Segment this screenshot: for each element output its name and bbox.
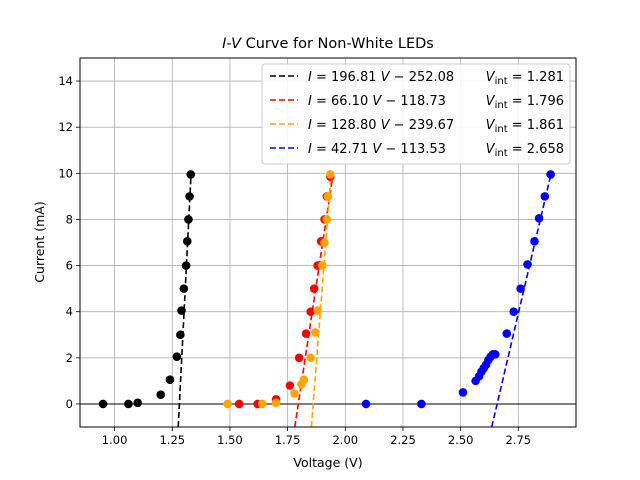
legend-box xyxy=(261,63,571,165)
y-tick-label: 14 xyxy=(58,74,73,88)
data-point xyxy=(285,381,295,390)
data-point xyxy=(320,238,329,247)
data-point xyxy=(523,260,532,269)
data-point xyxy=(546,170,555,179)
x-tick-label: 2.00 xyxy=(332,433,358,447)
data-point xyxy=(156,390,166,400)
data-point xyxy=(177,306,186,315)
x-tick-label: 2.75 xyxy=(506,433,532,447)
data-point xyxy=(271,398,281,408)
x-axis-ticks: 1.00 1.25 1.50 1.75 2.00 2.25 2.50 2.75 xyxy=(102,427,531,447)
data-point xyxy=(165,375,175,385)
data-point xyxy=(179,284,189,293)
y-tick-label: 10 xyxy=(58,166,73,180)
y-tick-label: 6 xyxy=(66,259,73,273)
data-point xyxy=(323,192,333,201)
y-tick-label: 4 xyxy=(66,305,73,319)
data-point xyxy=(322,215,332,224)
y-axis-label: Current (mA) xyxy=(32,201,47,282)
data-point xyxy=(417,399,426,409)
data-point xyxy=(361,399,371,409)
x-tick-label: 1.00 xyxy=(102,433,128,447)
data-point xyxy=(257,399,267,409)
data-point xyxy=(306,307,315,316)
chart-title: I-V Curve for Non-White LEDs xyxy=(222,36,434,52)
data-point xyxy=(458,388,468,397)
data-point xyxy=(516,284,525,293)
data-point xyxy=(490,350,500,359)
x-tick-label: 2.25 xyxy=(390,433,416,447)
x-tick-label: 2.50 xyxy=(448,433,474,447)
data-point xyxy=(182,237,192,246)
y-axis-ticks: 0 2 4 6 8 10 12 14 xyxy=(58,74,80,411)
x-tick-label: 1.50 xyxy=(217,433,243,447)
data-point xyxy=(124,399,133,409)
data-point xyxy=(313,306,322,315)
data-point xyxy=(234,399,244,409)
data-point xyxy=(534,213,544,223)
y-tick-label: 12 xyxy=(58,120,73,134)
data-point xyxy=(317,261,327,270)
data-point xyxy=(502,329,512,338)
data-point xyxy=(133,398,142,408)
data-point xyxy=(98,399,108,409)
data-point xyxy=(311,328,320,337)
x-tick-label: 1.25 xyxy=(159,433,185,447)
legend-vint: Vint = 1.796 xyxy=(486,94,564,111)
legend-vint: Vint = 1.861 xyxy=(486,118,564,135)
fit-line-0 xyxy=(177,174,192,428)
y-tick-label: 2 xyxy=(66,351,73,365)
data-point xyxy=(306,353,315,363)
y-tick-label: 8 xyxy=(66,212,73,226)
data-point xyxy=(290,389,299,398)
y-tick-label: 0 xyxy=(66,397,73,411)
legend: I = 196.81 V − 252.08 Vint = 1.281 I = 66.… xyxy=(261,63,571,165)
plot-frame xyxy=(79,57,577,428)
legend-equation: I = 196.81 V − 252.08 xyxy=(308,70,454,85)
x-tick-label: 1.75 xyxy=(275,433,301,447)
x-axis-label: Voltage (V) xyxy=(293,455,362,470)
legend-equation: I = 66.10 V − 118.73 xyxy=(308,94,446,109)
legend-equation: I = 128.80 V − 239.67 xyxy=(308,118,454,133)
fit-line-3 xyxy=(490,174,552,428)
legend-equation: I = 42.71 V − 113.53 xyxy=(308,142,446,157)
data-point xyxy=(540,192,550,201)
data-point xyxy=(185,192,194,201)
data-point xyxy=(186,170,196,179)
data-point xyxy=(301,329,311,338)
data-point xyxy=(299,375,309,385)
data-point xyxy=(530,237,539,246)
data-point xyxy=(176,330,185,340)
data-point xyxy=(309,284,319,293)
data-point xyxy=(184,215,193,224)
data-point xyxy=(181,261,191,270)
data-point xyxy=(223,399,232,409)
data-point xyxy=(172,352,182,361)
legend-vint: Vint = 1.281 xyxy=(486,70,564,87)
data-point xyxy=(294,353,304,363)
legend-vint: Vint = 2.658 xyxy=(486,142,564,159)
data-points xyxy=(98,170,555,409)
data-point xyxy=(326,170,335,179)
fit-lines xyxy=(177,174,552,428)
data-point xyxy=(509,307,519,316)
